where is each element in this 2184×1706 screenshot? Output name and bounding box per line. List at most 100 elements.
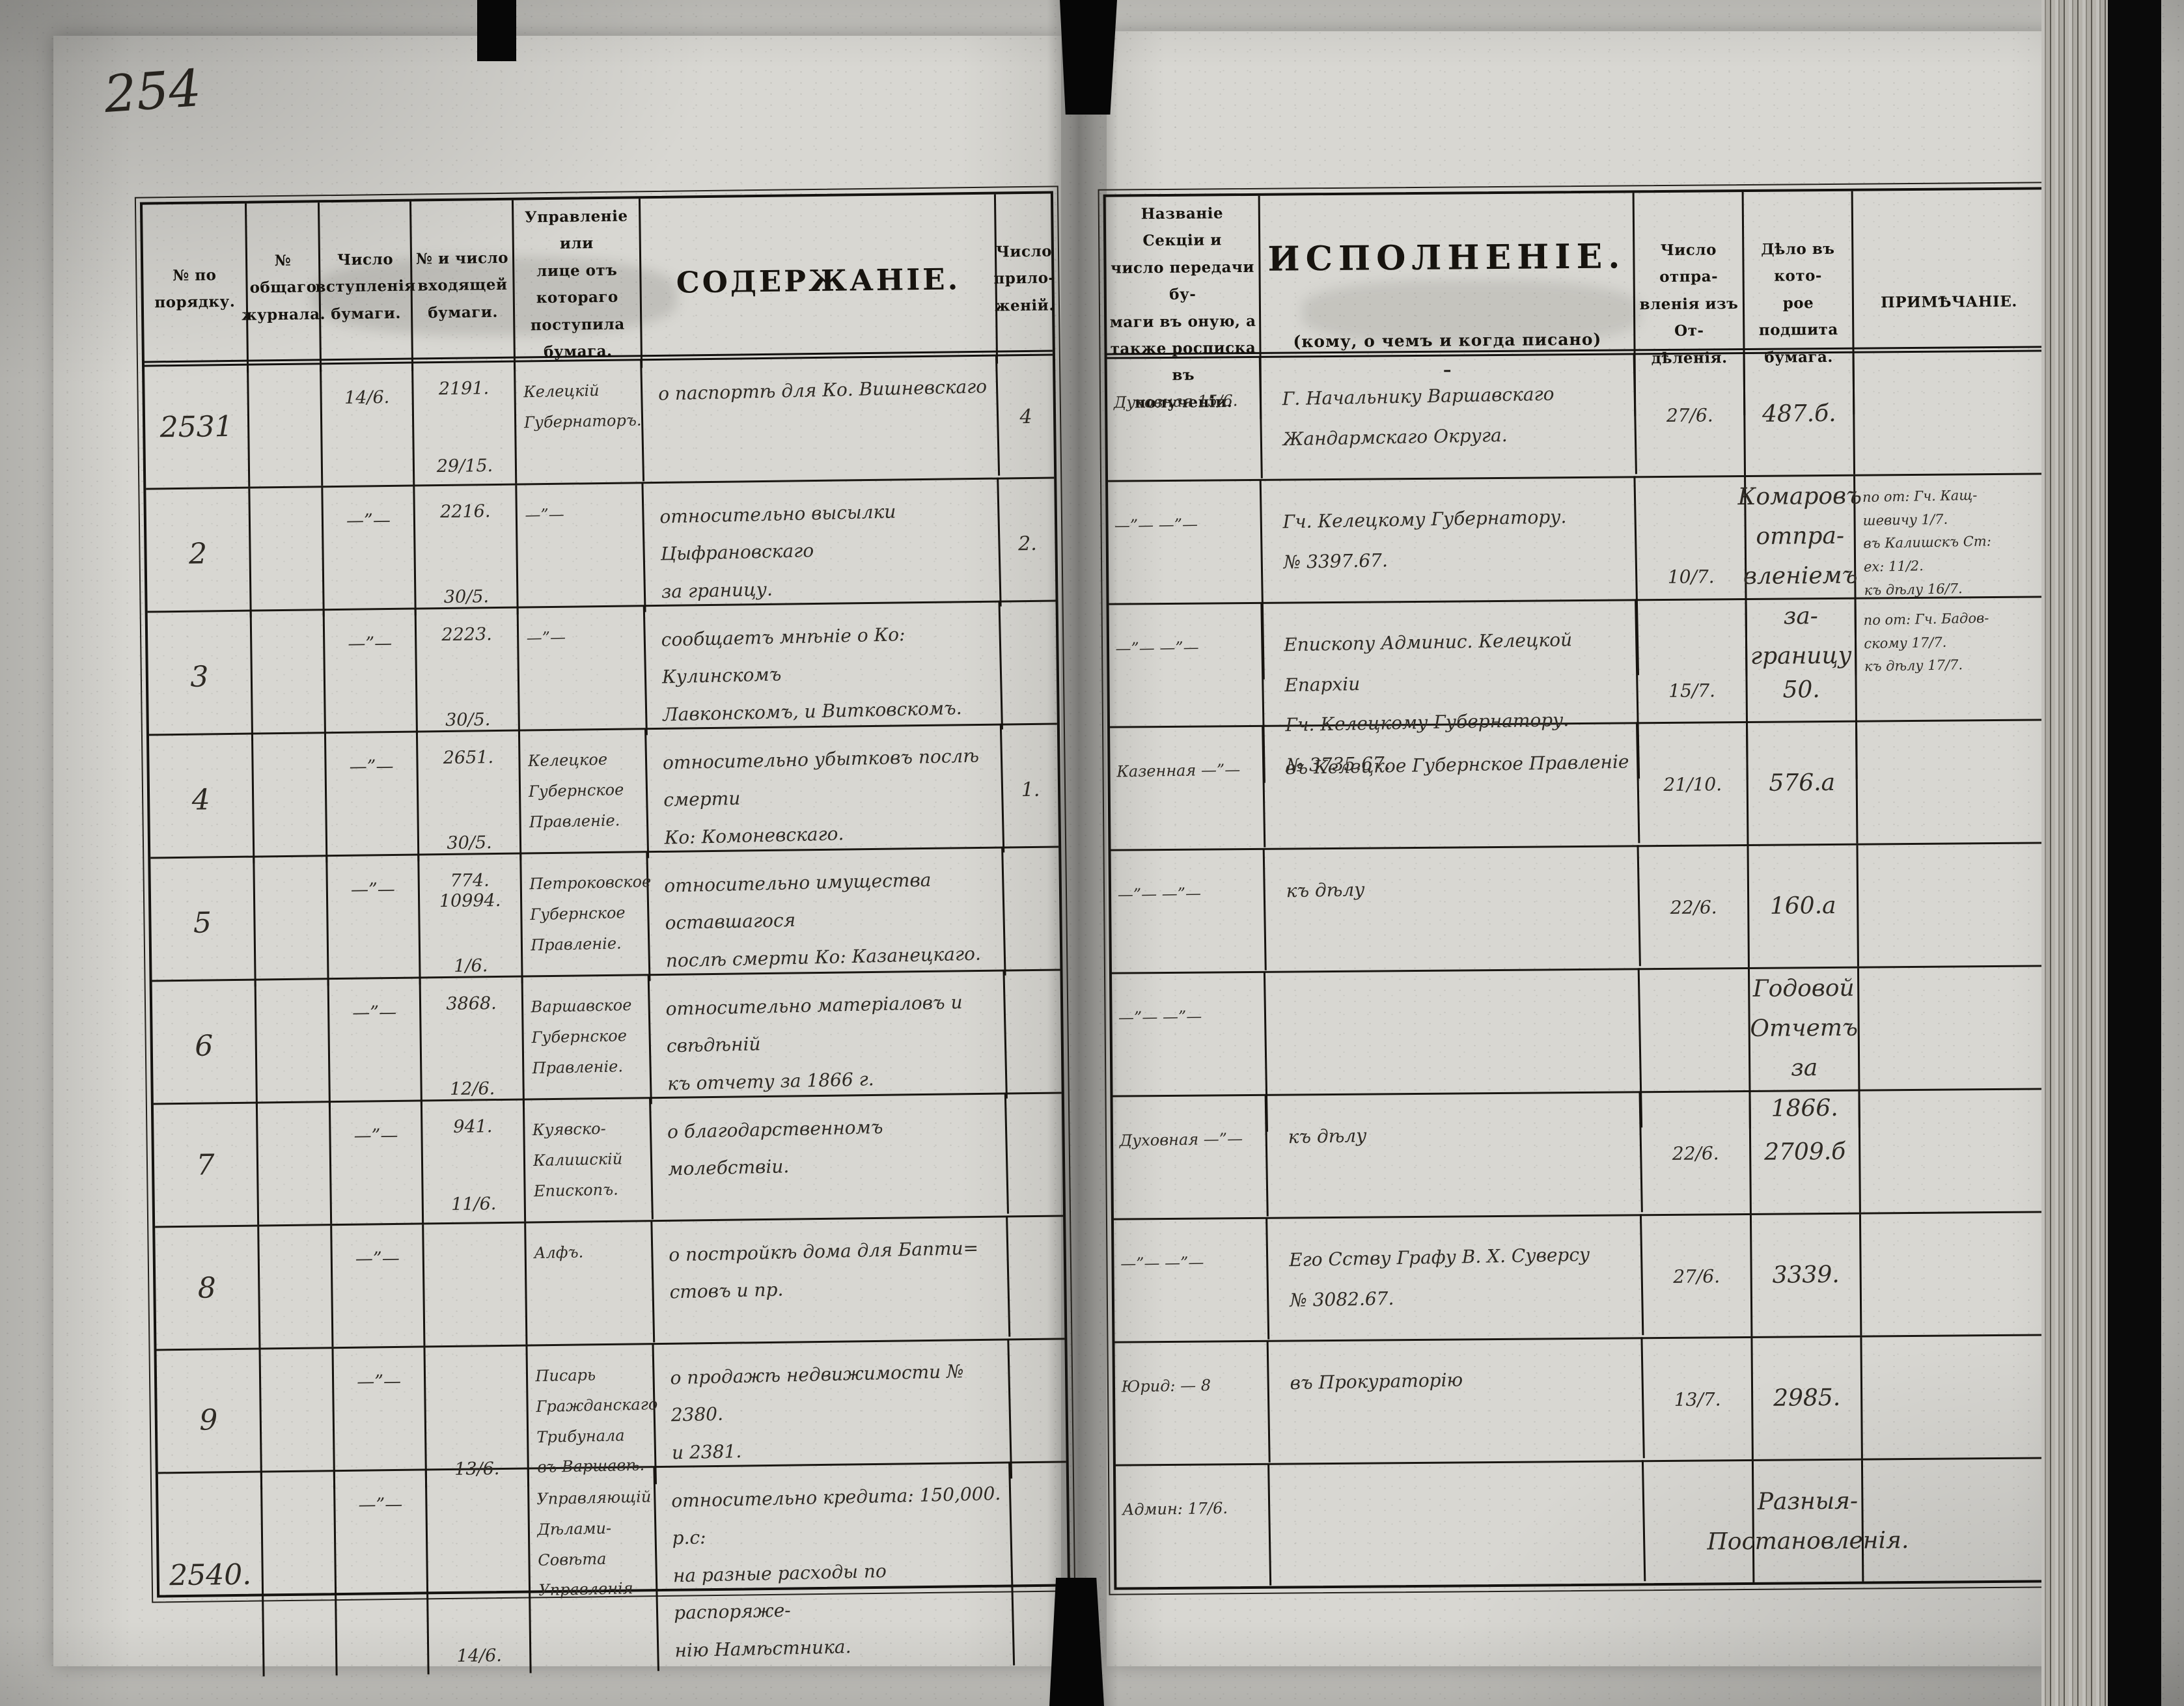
cell-source-authority: Варшавское Губернское Правленіе. [522,975,652,1107]
cell-entry-number: 2531 [145,365,251,488]
cell-enclosures [1004,847,1060,977]
cell-receipt-date: —”— [333,1347,428,1489]
cell-journal-number [249,365,324,487]
header-incoming-number: № и число входящей бумаги. [411,200,516,371]
cell-sent-date: 22/6. [1641,1092,1752,1215]
register-row: 4 —”— 2651. 30/5. Келецкое Губернское Пр… [148,722,1059,865]
cell-file-number: 2709.б [1750,1091,1861,1213]
cell-incoming-date: 12/6. [449,1079,495,1100]
cell-enclosures [1010,1340,1066,1480]
cell-file-number: 576.а [1748,722,1859,844]
cell-incoming-date: 11/6. [451,1194,497,1215]
register-row: 8 —”— Алфъ. о постройкѣ дома для Бапти= … [155,1215,1065,1349]
page-number: 254 [102,59,203,125]
register-row: 2540. —”— 14/6. Управляющій Дѣлами- Совѣ… [158,1461,1068,1678]
cell-source-authority: Петроковское Губернское Правленіе. [521,852,651,984]
cell-file-number: 160.а [1749,845,1859,967]
cell-source-authority: —”— [516,483,646,615]
cell-enclosures [1001,602,1057,732]
cell-section: Духовная 15/6. [1106,357,1263,481]
register-row: Духовная —”— къ дѣлу 22/6. 2709.б [1112,1088,2052,1219]
cell-source-authority: Алфъ. [525,1221,656,1345]
cell-incoming: 2223. 30/5. [416,608,521,739]
register-row: Юрид: — 8 въ Прокураторію 13/7. 2985. [1114,1334,2053,1465]
cell-execution: въ Прокураторію [1268,1337,1645,1465]
cell-incoming-number: 3868. [446,993,497,1014]
cell-content: о благодарственномъ молебствіи. [650,1092,1009,1222]
header-execution-title: ИСПОЛНЕНІЕ. [1267,236,1626,279]
cell-receipt-date: —”— [325,732,420,863]
cell-sent-date: 21/10. [1638,722,1749,846]
cell-content: относительно матеріаловъ и свѣдѣній къ о… [649,969,1008,1107]
cell-incoming-number: 2223. [441,624,492,646]
cell-source-authority: Куявско-Калишскій Епископъ. [524,1098,654,1222]
header-source-authority: Управленіе или лице отъ котораго поступи… [513,199,643,370]
cell-content: о паспортѣ для Ко. Вишневскаго [642,354,1001,484]
cell-source-authority: Келецкій Губернаторъ. [515,360,645,484]
cell-journal-number [251,611,327,741]
cell-entry-number: 8 [155,1226,261,1349]
book-page-edges [2041,0,2108,1706]
cell-execution: къ дѣлу [1264,845,1641,973]
cell-enclosures: 2. [1017,532,1037,555]
cell-incoming: 3868. 12/6. [421,977,525,1108]
right-table-header: Названіе Секціи и число передачи бу- маг… [1105,189,2045,420]
cell-sent-date: 27/6. [1642,1215,1753,1338]
cell-incoming: 2651. 30/5. [417,731,522,862]
cell-content: относительно кредита: 150,000. р.с: на р… [655,1461,1016,1673]
cell-enclosures [1007,1094,1063,1215]
cell-incoming: 14/6. [426,1469,532,1675]
cell-incoming-number: 941. [453,1116,493,1137]
cell-content: сообщаетъ мнѣніе о Ко: Кулинскомъ Лавкон… [644,600,1003,738]
cell-journal-number [256,980,331,1110]
cell-section: Казенная —”— [1109,726,1266,850]
cell-entry-number: 6 [152,980,258,1111]
book-cover-edge [2108,0,2161,1706]
cell-receipt-date: —”— [335,1470,430,1676]
cell-content: относительно имущества оставшагося послѣ… [648,846,1006,984]
header-order-number: № по порядку. [143,203,249,374]
cell-enclosures: 1. [1021,778,1040,801]
cell-sent-date: 22/6. [1639,846,1750,969]
cell-journal-number [262,1472,338,1677]
binding-clip-top [477,0,516,61]
cell-content: относительно убытковъ послѣ смерти Ко: К… [646,723,1005,861]
cell-note [1858,843,2050,967]
cell-content: о постройкѣ дома для Бапти= стовъ и пр. [652,1215,1011,1345]
cell-file-number: 3339. [1751,1214,1862,1336]
cell-execution: Его Сству Графу В. Х. Суверсу № 3082.67. [1267,1214,1644,1342]
cell-incoming-date: 29/15. [436,456,493,477]
cell-journal-number [253,734,328,864]
cell-note [1861,1335,2053,1459]
cell-file-number: 487.б. [1745,353,1856,475]
cell-receipt-date: —”— [323,486,417,617]
left-table-header: № по порядку. № общаго журнала. Число вс… [143,193,1055,374]
cell-note [1860,1089,2052,1213]
cell-execution: въ Келецкое Губернское Правленіе [1264,722,1640,850]
register-row: 6 —”— 3868. 12/6. Варшавское Губернское … [152,969,1062,1111]
cell-execution: къ дѣлу [1266,1091,1643,1219]
binding-gutter-top [1060,0,1117,115]
cell-receipt-date: —”— [330,1101,424,1224]
cell-entry-number: 2540. [158,1472,265,1678]
cell-section: —”— —”— [1113,1218,1270,1342]
cell-incoming-date: 14/6. [456,1645,503,1666]
left-table-body: 2531 14/6. 2191. 29/15. Келецкій Губерна… [145,354,1068,1678]
cell-incoming-number: 2216. [439,501,491,523]
cell-receipt-date: —”— [332,1224,426,1347]
cell-incoming-date: 1/6. [454,956,488,977]
register-row: —”— —”— къ дѣлу 22/6. 160.а [1110,842,2050,973]
cell-file-number: 2985. [1752,1337,1863,1459]
cell-incoming [424,1223,528,1346]
left-register-table: № по порядку. № общаго журнала. Число вс… [134,186,1076,1678]
cell-execution: Г. Начальнику Варшавскаго Жандармскаго О… [1260,353,1637,481]
cell-sent-date: 27/6. [1635,353,1747,476]
register-row: 2 —”— 2216. 30/5. —”— относительно высыл… [146,476,1056,619]
register-row: Духовная 15/6. Г. Начальнику Варшавскаго… [1106,351,2045,481]
register-row: 3 —”— 2223. 30/5. —”— сообщаетъ мнѣніе о… [147,599,1057,742]
cell-incoming-number: 2651. [443,747,494,769]
cell-incoming-number: 774. 10994. [439,870,501,912]
header-journal-number: № общаго журнала. [242,202,325,373]
cell-note [1857,720,2049,844]
cell-note [1860,1212,2053,1336]
